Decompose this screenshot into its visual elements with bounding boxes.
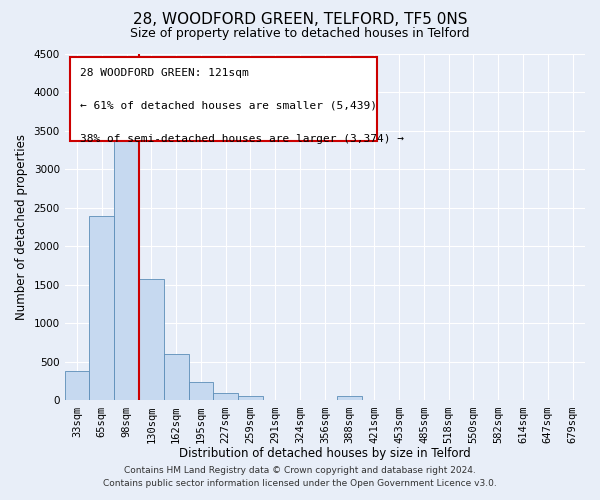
Text: 38% of semi-detached houses are larger (3,374) →: 38% of semi-detached houses are larger (… bbox=[80, 134, 404, 143]
Y-axis label: Number of detached properties: Number of detached properties bbox=[15, 134, 28, 320]
Bar bbox=[89, 216, 114, 400]
Bar bbox=[238, 396, 263, 400]
Bar bbox=[214, 393, 238, 400]
Bar bbox=[114, 122, 139, 400]
Text: ← 61% of detached houses are smaller (5,439): ← 61% of detached houses are smaller (5,… bbox=[80, 101, 377, 111]
Bar bbox=[337, 396, 362, 400]
Text: 28, WOODFORD GREEN, TELFORD, TF5 0NS: 28, WOODFORD GREEN, TELFORD, TF5 0NS bbox=[133, 12, 467, 28]
Text: Size of property relative to detached houses in Telford: Size of property relative to detached ho… bbox=[130, 28, 470, 40]
Bar bbox=[139, 279, 164, 400]
Bar bbox=[65, 371, 89, 400]
Bar bbox=[70, 58, 377, 140]
X-axis label: Distribution of detached houses by size in Telford: Distribution of detached houses by size … bbox=[179, 447, 471, 460]
Bar bbox=[188, 382, 214, 400]
Text: Contains HM Land Registry data © Crown copyright and database right 2024.
Contai: Contains HM Land Registry data © Crown c… bbox=[103, 466, 497, 487]
Bar bbox=[164, 354, 188, 401]
Text: 28 WOODFORD GREEN: 121sqm: 28 WOODFORD GREEN: 121sqm bbox=[80, 68, 249, 78]
